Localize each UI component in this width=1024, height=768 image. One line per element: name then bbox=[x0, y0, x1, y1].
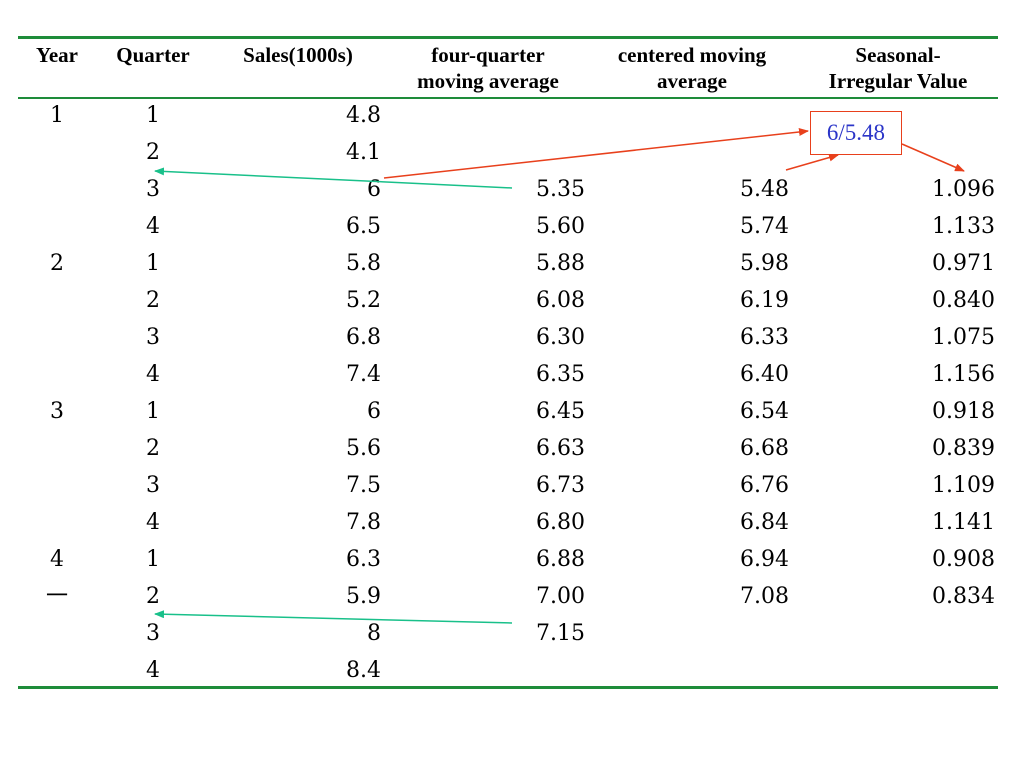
cell-quarter: 1 bbox=[146, 399, 160, 424]
cell-centered-moving-average: 5.48 bbox=[740, 177, 789, 202]
cell-centered-moving-average: 6.94 bbox=[740, 547, 789, 572]
cell-sales: 4.8 bbox=[346, 103, 381, 128]
table-header-rule bbox=[18, 97, 998, 99]
cell-moving-average: 6.73 bbox=[536, 473, 585, 498]
cell-year: 一 bbox=[45, 584, 68, 609]
cell-quarter: 1 bbox=[146, 251, 160, 276]
cell-year: 2 bbox=[50, 251, 64, 276]
cell-centered-moving-average: 6.33 bbox=[740, 325, 789, 350]
cell-year: 4 bbox=[50, 547, 64, 572]
cell-seasonal-irregular: 0.971 bbox=[932, 251, 995, 276]
cell-sales: 8 bbox=[367, 621, 381, 646]
cell-seasonal-irregular: 1.096 bbox=[932, 177, 995, 202]
cell-centered-moving-average: 7.08 bbox=[740, 584, 789, 609]
cell-sales: 7.4 bbox=[346, 362, 381, 387]
cell-centered-moving-average: 6.54 bbox=[740, 399, 789, 424]
header-four-quarter-ma: four-quarter moving average bbox=[390, 42, 586, 94]
cell-moving-average: 6.35 bbox=[536, 362, 585, 387]
cell-seasonal-irregular: 0.840 bbox=[932, 288, 995, 313]
green-arrow-ma-to-q3-bottom bbox=[154, 610, 513, 624]
cell-moving-average: 6.30 bbox=[536, 325, 585, 350]
header-four-quarter-line1: four-quarter bbox=[431, 43, 545, 67]
cell-sales: 6 bbox=[367, 399, 381, 424]
cell-quarter: 2 bbox=[146, 436, 160, 461]
cell-year: 3 bbox=[50, 399, 64, 424]
cell-seasonal-irregular: 1.141 bbox=[932, 510, 995, 535]
cell-sales: 6.3 bbox=[346, 547, 381, 572]
cell-moving-average: 5.88 bbox=[536, 251, 585, 276]
cell-quarter: 3 bbox=[146, 177, 160, 202]
cell-centered-moving-average: 5.98 bbox=[740, 251, 789, 276]
cell-quarter: 4 bbox=[146, 362, 160, 387]
cell-seasonal-irregular: 0.918 bbox=[932, 399, 995, 424]
cell-centered-moving-average: 6.40 bbox=[740, 362, 789, 387]
header-centered-ma: centered moving average bbox=[594, 42, 790, 94]
cell-sales: 7.5 bbox=[346, 473, 381, 498]
cell-sales: 4.1 bbox=[346, 140, 381, 165]
cell-sales: 6.5 bbox=[346, 214, 381, 239]
header-centered-line1: centered moving bbox=[617, 43, 767, 67]
cell-sales: 5.9 bbox=[346, 584, 381, 609]
cell-quarter: 1 bbox=[146, 547, 160, 572]
cell-centered-moving-average: 5.74 bbox=[740, 214, 789, 239]
cell-moving-average: 6.63 bbox=[536, 436, 585, 461]
header-centered-line2: average bbox=[657, 69, 727, 93]
cell-moving-average: 6.45 bbox=[536, 399, 585, 424]
cell-sales: 6.8 bbox=[346, 325, 381, 350]
cell-seasonal-irregular: 0.839 bbox=[932, 436, 995, 461]
cell-seasonal-irregular: 1.156 bbox=[932, 362, 995, 387]
cell-quarter: 4 bbox=[146, 658, 160, 683]
cell-moving-average: 5.35 bbox=[536, 177, 585, 202]
calculation-callout: 6/5.48 bbox=[810, 111, 902, 155]
cell-quarter: 2 bbox=[146, 140, 160, 165]
cell-moving-average: 6.80 bbox=[536, 510, 585, 535]
cell-moving-average: 6.88 bbox=[536, 547, 585, 572]
cell-quarter: 4 bbox=[146, 510, 160, 535]
red-arrow-cma-to-callout bbox=[785, 153, 839, 171]
red-arrow-sales-to-callout bbox=[383, 128, 809, 179]
cell-seasonal-irregular: 1.109 bbox=[932, 473, 995, 498]
green-arrow-ma-to-q3-top bbox=[154, 167, 513, 189]
header-seasonal-irregular: Seasonal- Irregular Value bbox=[800, 42, 996, 94]
cell-centered-moving-average: 6.19 bbox=[740, 288, 789, 313]
cell-moving-average: 6.08 bbox=[536, 288, 585, 313]
cell-quarter: 3 bbox=[146, 473, 160, 498]
cell-quarter: 3 bbox=[146, 621, 160, 646]
cell-seasonal-irregular: 0.834 bbox=[932, 584, 995, 609]
cell-quarter: 4 bbox=[146, 214, 160, 239]
header-seasonal-line2: Irregular Value bbox=[828, 69, 968, 93]
cell-moving-average: 5.60 bbox=[536, 214, 585, 239]
header-seasonal-line1: Seasonal- bbox=[855, 43, 941, 67]
cell-moving-average: 7.15 bbox=[536, 621, 585, 646]
header-four-quarter-line2: moving average bbox=[417, 69, 559, 93]
cell-moving-average: 7.00 bbox=[536, 584, 585, 609]
header-sales: Sales(1000s) bbox=[243, 43, 353, 67]
red-arrow-callout-to-si bbox=[901, 143, 965, 172]
cell-quarter: 3 bbox=[146, 325, 160, 350]
header-year: Year bbox=[36, 43, 78, 67]
cell-seasonal-irregular: 1.075 bbox=[932, 325, 995, 350]
cell-year: 1 bbox=[50, 103, 64, 128]
cell-seasonal-irregular: 1.133 bbox=[932, 214, 995, 239]
cell-sales: 6 bbox=[367, 177, 381, 202]
cell-centered-moving-average: 6.84 bbox=[740, 510, 789, 535]
cell-sales: 8.4 bbox=[346, 658, 381, 683]
cell-centered-moving-average: 6.76 bbox=[740, 473, 789, 498]
cell-seasonal-irregular: 0.908 bbox=[932, 547, 995, 572]
cell-sales: 5.8 bbox=[346, 251, 381, 276]
cell-quarter: 2 bbox=[146, 288, 160, 313]
cell-sales: 5.6 bbox=[346, 436, 381, 461]
table-bottom-rule bbox=[18, 686, 998, 689]
cell-centered-moving-average: 6.68 bbox=[740, 436, 789, 461]
cell-quarter: 2 bbox=[146, 584, 160, 609]
header-quarter: Quarter bbox=[116, 43, 190, 67]
cell-sales: 5.2 bbox=[346, 288, 381, 313]
table-top-rule bbox=[18, 36, 998, 39]
cell-quarter: 1 bbox=[146, 103, 160, 128]
cell-sales: 7.8 bbox=[346, 510, 381, 535]
